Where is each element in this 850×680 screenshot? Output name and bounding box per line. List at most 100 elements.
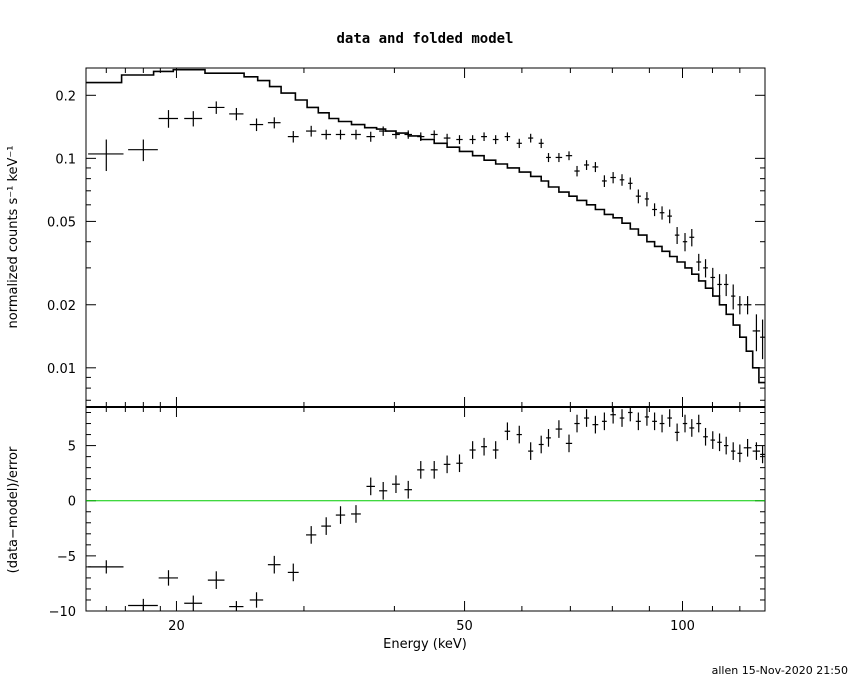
y-tick-label: −10 (49, 605, 76, 620)
residual-point (743, 438, 752, 457)
data-point (430, 130, 438, 139)
residual-point (737, 444, 743, 463)
y-tick-label: −5 (57, 550, 76, 565)
residual-point (696, 414, 702, 433)
data-point (574, 165, 580, 177)
data-point (528, 133, 534, 143)
residual-point (592, 415, 599, 434)
data-point (601, 175, 607, 187)
bottom-panel: −10 −5 0 5 20 50 100 (data−model)/error Energ… (6, 406, 766, 652)
data-point (731, 284, 736, 310)
residual-point (430, 461, 438, 479)
data-point (516, 138, 522, 149)
data-point (379, 126, 388, 136)
bottom-panel-frame (85, 406, 766, 612)
residual-point (610, 407, 616, 424)
data-point (717, 274, 722, 297)
residual-point (752, 442, 761, 460)
residual-point (731, 442, 736, 460)
residual-point (366, 477, 375, 496)
data-point (737, 296, 743, 315)
residual-point (682, 414, 688, 433)
folded-model (86, 68, 765, 384)
residual-point (392, 475, 400, 494)
data-point (592, 162, 599, 173)
residual-point (583, 409, 590, 427)
residual-point (504, 422, 511, 441)
residual-point (184, 595, 203, 611)
residual-point (538, 435, 544, 454)
footer-timestamp: allen 15-Nov-2020 21:50 (712, 664, 848, 677)
data-point (667, 209, 672, 224)
data-point (267, 117, 281, 129)
data-point (652, 203, 657, 217)
data-points (88, 101, 765, 360)
residual-point (723, 436, 729, 455)
data-point (335, 129, 346, 140)
residual-point (456, 454, 463, 473)
y-tick-label: 0.05 (47, 215, 76, 230)
data-point (306, 125, 317, 137)
residual-point (667, 409, 672, 427)
data-point (565, 151, 573, 161)
data-point (583, 160, 590, 170)
residual-point (267, 555, 281, 574)
data-point (703, 259, 708, 278)
x-tick-labels: 20 50 100 (168, 619, 695, 634)
data-point (184, 111, 203, 127)
data-point (610, 172, 616, 184)
data-point (128, 139, 158, 162)
data-point (635, 189, 641, 204)
bottom-y-axis-label: (data−model)/error (6, 446, 21, 573)
data-point (674, 227, 680, 245)
residual-point (574, 414, 580, 433)
data-point (723, 274, 729, 297)
x-axis-label: Energy (keV) (383, 637, 467, 652)
residual-point (710, 431, 716, 449)
data-point (351, 129, 361, 140)
residual-points (88, 407, 765, 611)
data-point (404, 130, 412, 139)
residual-point (565, 434, 573, 453)
data-point (504, 132, 511, 142)
data-point (689, 228, 695, 247)
data-point (538, 138, 544, 149)
residual-point (555, 420, 563, 438)
residual-point (207, 571, 225, 589)
residual-point (229, 601, 244, 611)
residual-point (516, 425, 522, 444)
residual-point (619, 409, 625, 427)
data-point (481, 132, 488, 142)
bottom-y-tick-labels: −10 −5 0 5 (49, 440, 76, 620)
residual-point (492, 441, 499, 459)
residual-point (689, 419, 695, 437)
residual-point (628, 407, 633, 422)
residual-point (351, 505, 361, 523)
chart-title: data and folded model (336, 31, 513, 47)
data-point (760, 319, 765, 360)
residual-point (88, 560, 124, 574)
data-point (555, 153, 563, 163)
data-point (696, 253, 702, 271)
residual-point (335, 506, 346, 524)
y-tick-label: 5 (68, 440, 76, 455)
residual-point (306, 526, 317, 544)
data-point (644, 192, 650, 207)
residual-point (601, 412, 607, 431)
residual-point (379, 481, 388, 500)
x-tick-label: 100 (670, 619, 695, 634)
residual-point (546, 429, 551, 447)
data-point (417, 132, 425, 142)
x-tick-label: 50 (456, 619, 473, 634)
data-point (456, 135, 463, 145)
data-point (158, 110, 179, 128)
data-point (492, 135, 499, 145)
residual-point (287, 563, 299, 582)
residual-point (674, 423, 680, 442)
residual-point (635, 412, 641, 431)
data-point (287, 131, 299, 143)
data-point (743, 296, 752, 315)
residual-point (528, 442, 534, 460)
residual-point (703, 427, 708, 446)
